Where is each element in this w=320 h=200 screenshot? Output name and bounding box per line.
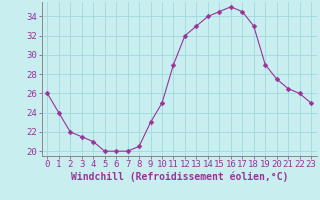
X-axis label: Windchill (Refroidissement éolien,°C): Windchill (Refroidissement éolien,°C) bbox=[70, 172, 288, 182]
